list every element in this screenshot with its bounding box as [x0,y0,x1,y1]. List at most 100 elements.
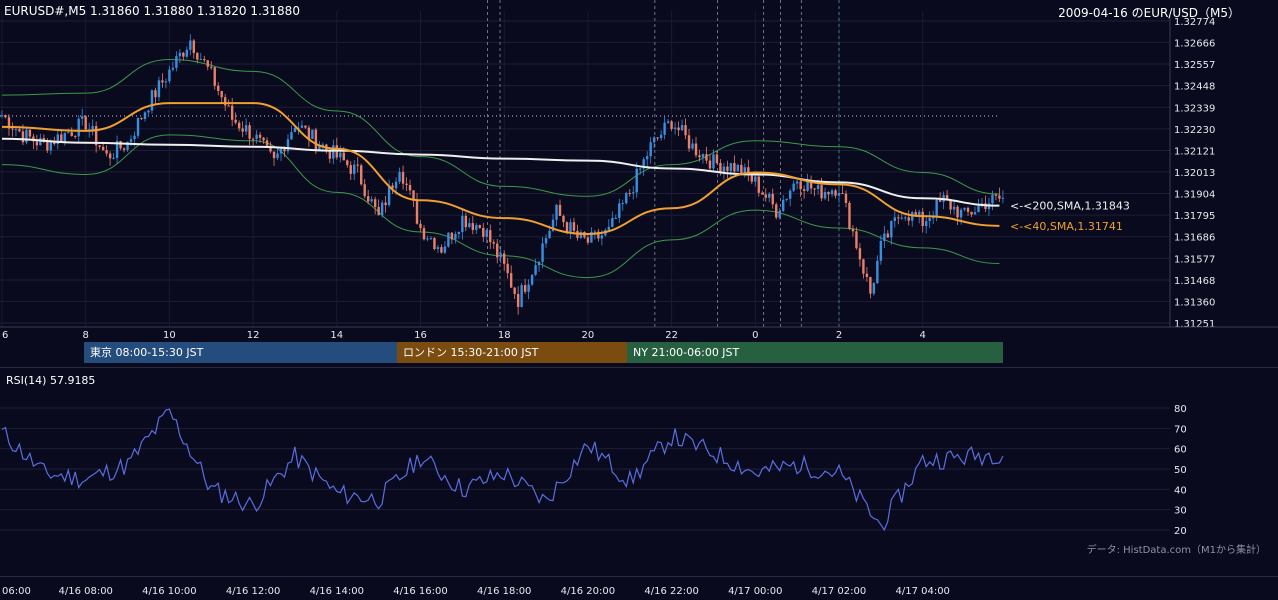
candle-down [698,155,701,158]
candle-up [150,90,154,111]
price-axis-label: 1.31251 [1174,319,1215,330]
candle-up [722,166,726,173]
candle-down [841,193,844,195]
candle-up [904,217,907,219]
chart-title: 2009-04-16 のEUR/USD（M5） [1058,6,1240,20]
candle-up [112,157,115,159]
session-london: ロンドン 15:30-21:00 JST [397,342,627,363]
candle-down [401,172,405,184]
candle-down [196,52,199,60]
candle-down [422,228,426,240]
candle-down [914,212,917,217]
candle-down [907,217,910,221]
candle-up [129,139,133,142]
rsi-panel: 80 70 60 50 40 30 20 06:00 4/16 08:00 4/16 10:00 4… [0,404,1187,597]
candle-up [290,132,293,140]
candle-down [897,217,900,219]
candle-up [286,139,290,152]
time-axis-label: 2 [836,330,842,341]
candle-up [178,52,182,57]
candle-up [579,232,583,238]
candle-down [761,192,764,195]
candle-up [475,225,478,231]
bottom-time-label: 4/16 08:00 [58,586,112,597]
price-axis-label: 1.31577 [1174,254,1215,265]
candle-down [998,195,1001,199]
candle-up [792,183,795,191]
candle-down [192,40,196,53]
axes: 1.32774 1.32666 1.32557 1.32448 1.32339 1.322… [0,13,1278,341]
price-axis-label: 1.32666 [1174,38,1215,49]
candle-down [154,90,157,98]
candle-down [503,253,506,264]
candle-down [687,135,691,149]
candle-up [639,168,642,170]
candle-up [931,217,935,219]
candle-up [806,181,809,191]
candle-up [143,112,147,119]
candle-up [611,217,614,227]
candle-up [924,221,928,227]
price-axis-label: 1.32774 [1174,17,1215,28]
bottom-time-label: 4/17 00:00 [728,586,782,597]
candle-down [342,152,345,161]
candle-up [614,217,617,219]
candle-up [663,122,666,135]
candle-down [586,237,590,243]
candle-down [304,125,307,128]
candle-down [949,199,952,210]
candle-down [478,225,481,228]
candle-up [928,217,931,222]
candle-down [366,196,370,202]
candle-down [656,137,659,139]
candle-down [377,206,380,216]
candle-down [213,67,216,86]
candle-down [363,184,366,197]
candle-down [356,164,359,166]
candle-up [991,194,994,204]
candle-down [248,125,251,139]
candle-down [220,90,223,98]
price-axis-label: 1.31686 [1174,233,1215,244]
candle-up [816,185,820,190]
candle-down [4,115,7,118]
candle-up [537,261,541,266]
candle-up [890,221,893,238]
candle-down [802,189,806,191]
price-axis-label: 1.32448 [1174,82,1215,93]
candle-down [862,259,865,274]
candle-down [858,248,862,260]
candle-down [844,193,848,203]
candle-up [164,81,168,83]
bottom-time-label: 4/16 20:00 [561,586,615,597]
candle-down [70,132,73,136]
candle-down [307,127,311,139]
candle-up [768,193,771,198]
candle-up [649,142,652,157]
time-axis-label: 8 [83,330,89,341]
session-bar: 東京 08:00-15:30 JST ロンドン 15:30-21:00 JST … [84,342,1004,363]
candle-down [237,122,241,129]
candle-up [607,226,611,231]
candle-up [185,49,189,57]
candle-down [328,149,332,159]
candle-up [126,141,129,150]
candle-up [666,121,670,123]
candle-up [548,230,551,239]
candle-down [670,121,673,129]
candle-up [876,260,879,284]
candle-down [994,194,998,196]
candle-down [265,140,269,146]
candle-down [140,118,143,120]
candle-up [830,190,834,195]
candle-up [157,80,161,98]
candle-up [795,181,799,184]
price-axis-label: 1.32339 [1174,103,1215,114]
rsi-axis-label: 80 [1174,404,1187,415]
candle-up [659,134,663,139]
candle-down [262,137,265,141]
candle-up [380,202,384,216]
candle-down [161,80,164,83]
price-axis-label: 1.32013 [1174,168,1215,179]
candle-down [182,52,185,57]
